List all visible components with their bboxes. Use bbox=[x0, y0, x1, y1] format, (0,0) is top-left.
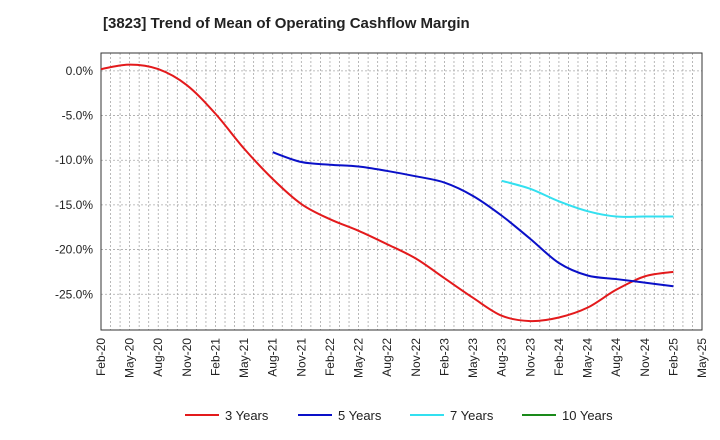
x-tick-label: Aug-23 bbox=[495, 338, 509, 377]
x-tick-label: Aug-24 bbox=[609, 338, 623, 377]
legend-label: 3 Years bbox=[225, 408, 269, 423]
x-tick-label: Feb-22 bbox=[323, 338, 337, 376]
y-tick-label: -10.0% bbox=[55, 153, 93, 167]
x-tick-label: Aug-20 bbox=[151, 338, 165, 377]
series-line-5-years bbox=[272, 151, 674, 288]
x-tick-label: May-23 bbox=[466, 338, 480, 378]
series-line-7-years bbox=[501, 179, 674, 218]
x-tick-label: Aug-22 bbox=[380, 338, 394, 377]
x-tick-label: Aug-21 bbox=[266, 338, 280, 377]
y-tick-label: -15.0% bbox=[55, 198, 93, 212]
x-tick-label: Nov-20 bbox=[180, 338, 194, 377]
y-tick-label: 0.0% bbox=[66, 64, 94, 78]
x-tick-label: Nov-21 bbox=[294, 338, 308, 377]
series-line-3-years bbox=[100, 63, 674, 323]
x-tick-label: May-24 bbox=[581, 338, 595, 378]
chart-title: [3823] Trend of Mean of Operating Cashfl… bbox=[103, 15, 470, 32]
y-tick-label: -20.0% bbox=[55, 243, 93, 257]
x-tick-label: May-25 bbox=[695, 338, 709, 378]
x-tick-label: Nov-22 bbox=[409, 338, 423, 377]
legend-label: 5 Years bbox=[338, 408, 382, 423]
plot-area bbox=[101, 53, 702, 330]
x-tick-label: Feb-20 bbox=[94, 338, 108, 376]
x-tick-label: Feb-24 bbox=[552, 338, 566, 376]
plot-border bbox=[100, 52, 703, 331]
x-tick-label: Feb-21 bbox=[208, 338, 222, 376]
legend-label: 7 Years bbox=[450, 408, 494, 423]
y-tick-label: -25.0% bbox=[55, 287, 93, 301]
x-tick-label: Nov-24 bbox=[638, 338, 652, 377]
x-tick-label: May-20 bbox=[123, 338, 137, 378]
x-tick-label: May-21 bbox=[237, 338, 251, 378]
x-tick-label: Feb-25 bbox=[666, 338, 680, 376]
legend-label: 10 Years bbox=[562, 408, 613, 423]
x-tick-label: Nov-23 bbox=[523, 338, 537, 377]
x-tick-label: May-22 bbox=[352, 338, 366, 378]
y-tick-label: -5.0% bbox=[62, 109, 94, 123]
x-tick-label: Feb-23 bbox=[437, 338, 451, 376]
